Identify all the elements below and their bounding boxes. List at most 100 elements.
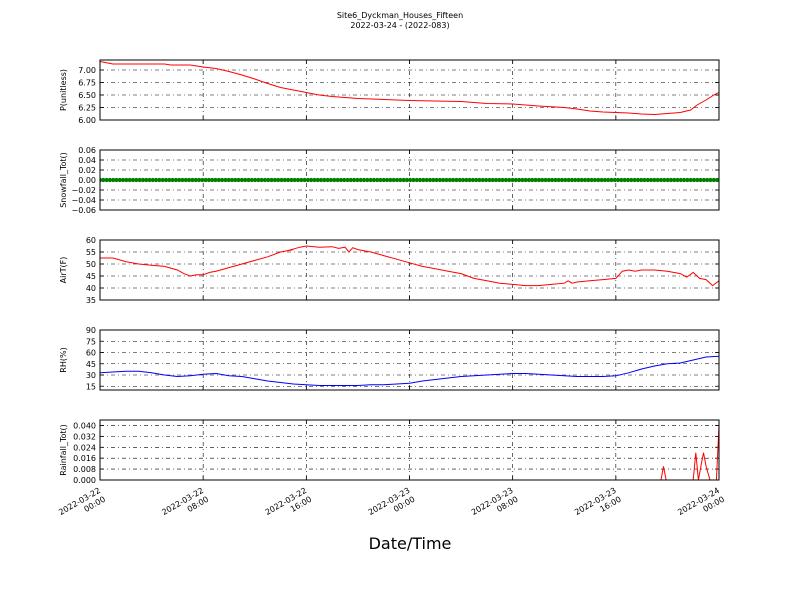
y-tick-label: 55: [86, 248, 96, 257]
data-point: [305, 177, 310, 183]
data-point: [619, 177, 624, 183]
data-point: [312, 177, 317, 183]
y-tick-label: 6.00: [78, 116, 96, 125]
data-point: [206, 177, 211, 183]
y-tick-label: 0.02: [78, 166, 96, 175]
data-point: [493, 177, 499, 183]
data-point: [371, 177, 376, 183]
data-point: [286, 177, 291, 183]
data-point: [652, 177, 657, 183]
y-tick-label: 50: [86, 260, 96, 269]
data-point: [530, 177, 535, 183]
y-tick-label: 6.50: [78, 91, 96, 100]
data-point: [114, 177, 119, 183]
data-point: [434, 177, 439, 183]
data-point: [625, 177, 631, 183]
data-point: [536, 177, 542, 183]
data-point: [517, 177, 522, 183]
data-point: [602, 177, 608, 183]
data-point: [629, 177, 634, 183]
data-point: [609, 177, 614, 183]
data-point: [319, 177, 324, 183]
data-point: [662, 177, 667, 183]
data-point: [639, 177, 644, 183]
data-point: [332, 177, 337, 183]
x-tick-label: 2022-03-2200:00: [57, 486, 107, 526]
data-point: [223, 177, 228, 183]
y-tick-label: 15: [86, 382, 96, 391]
data-point: [665, 177, 670, 183]
data-point: [543, 177, 548, 183]
data-point: [253, 177, 258, 183]
data-point: [107, 177, 112, 183]
data-point: [117, 177, 122, 183]
data-point: [566, 177, 571, 183]
data-point: [385, 177, 390, 183]
y-tick-label: 6.75: [78, 79, 96, 88]
series-2: [100, 177, 719, 183]
data-point: [533, 177, 538, 183]
data-point: [705, 177, 710, 183]
data-point: [484, 177, 489, 183]
data-point: [487, 177, 492, 183]
data-point: [345, 177, 350, 183]
chart-title-line2: 2022-03-24 - (2022-083): [350, 21, 450, 30]
data-point: [325, 177, 330, 183]
data-point: [229, 177, 235, 183]
data-point: [460, 177, 466, 183]
data-point: [147, 177, 152, 183]
data-point: [464, 177, 469, 183]
data-point: [444, 177, 449, 183]
data-point: [589, 177, 594, 183]
y-tick-label: 60: [86, 349, 96, 358]
data-point: [355, 177, 360, 183]
data-point: [236, 177, 241, 183]
data-point: [414, 177, 419, 183]
x-tick-label: 2022-03-2208:00: [160, 486, 210, 526]
data-point: [180, 177, 185, 183]
data-point: [695, 177, 700, 183]
data-point: [200, 177, 205, 183]
data-point: [338, 177, 343, 183]
data-point: [556, 177, 561, 183]
data-point: [563, 177, 568, 183]
data-point: [130, 177, 136, 183]
y-tick-label: 0.008: [73, 465, 96, 474]
series-line: [100, 245, 719, 291]
data-point: [150, 177, 155, 183]
data-point: [352, 177, 357, 183]
series-1: [100, 61, 719, 116]
y-tick-label: 0.032: [73, 432, 96, 441]
data-point: [335, 177, 340, 183]
data-point: [269, 177, 274, 183]
data-point: [220, 177, 225, 183]
data-point: [708, 177, 713, 183]
data-point: [404, 177, 409, 183]
data-point: [550, 177, 555, 183]
panel-3: 35 40 45 50 55 60 AirT(F): [59, 236, 720, 305]
x-axis-label: Date/Time: [368, 534, 452, 553]
data-point: [137, 177, 142, 183]
data-point: [454, 177, 459, 183]
data-point: [368, 177, 373, 183]
data-point: [127, 177, 132, 183]
data-point: [540, 177, 545, 183]
data-point: [309, 177, 314, 183]
data-point: [546, 177, 551, 183]
data-point: [500, 177, 505, 183]
data-point: [672, 177, 677, 183]
data-point: [157, 177, 162, 183]
data-point: [154, 177, 159, 183]
data-point: [553, 177, 558, 183]
y-axis-label: AirT(F): [59, 257, 68, 284]
data-point: [328, 177, 334, 183]
data-point: [111, 177, 116, 183]
data-point: [187, 177, 192, 183]
data-point: [655, 177, 660, 183]
data-point: [576, 177, 581, 183]
data-point: [421, 177, 426, 183]
data-point: [437, 177, 442, 183]
data-point: [249, 177, 254, 183]
y-tick-label: 90: [86, 326, 96, 335]
y-tick-label: 75: [86, 337, 96, 346]
